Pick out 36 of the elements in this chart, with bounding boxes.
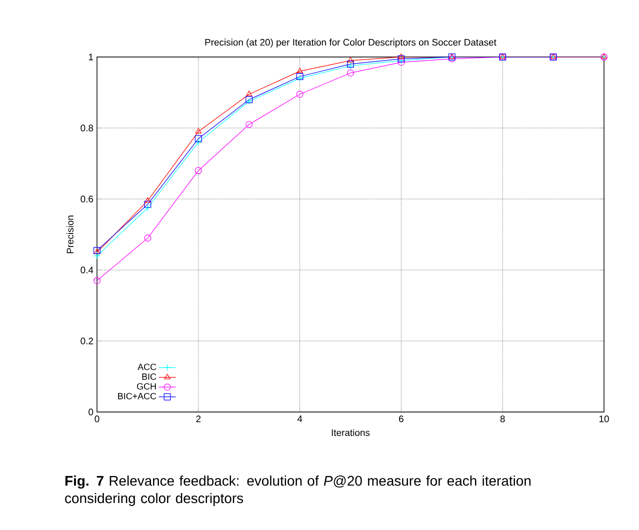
- point: [144, 197, 151, 203]
- point: [398, 54, 404, 59]
- point: [144, 200, 152, 208]
- x-tick-label: 10: [599, 416, 609, 422]
- point: [246, 90, 252, 96]
- y-tick-label: 0.4: [80, 266, 94, 274]
- y-tick-label: 0.2: [80, 338, 94, 344]
- point: [296, 90, 304, 98]
- y-tick-label: 0.6: [80, 196, 94, 202]
- point: [296, 68, 303, 74]
- point: [194, 135, 202, 142]
- text: Fig. 7 Relevance feedback: evolution of P@20 measure for each iteration considering color descriptors: [65, 476, 531, 506]
- y-tick-label: 0: [88, 408, 94, 416]
- point: [94, 277, 100, 284]
- point: [94, 252, 100, 260]
- y-tick-label: 1: [88, 54, 94, 60]
- point: [347, 69, 354, 76]
- x-axis-title: Iterations: [332, 429, 370, 436]
- legend-label: BIC+ACC: [118, 392, 156, 400]
- point: [194, 167, 202, 174]
- x-tick-label: 2: [196, 416, 201, 422]
- point: [246, 120, 253, 128]
- x-tick-label: 8: [500, 416, 505, 422]
- legend-label: ACC: [138, 364, 156, 370]
- point: [144, 234, 152, 242]
- point: [347, 57, 354, 62]
- y-tick-label: 0.8: [80, 124, 94, 132]
- legend-label: BIC: [142, 373, 156, 380]
- x-tick-label: 6: [399, 416, 404, 422]
- point: [195, 128, 202, 134]
- x-tick-label: 0: [94, 416, 100, 422]
- legend-label: GCH: [137, 383, 156, 390]
- chart-title: Precision (at 20) per Iteration for Color Descriptors on Soccer Dataset: [205, 38, 496, 48]
- x-tick-label: 4: [297, 416, 302, 422]
- point: [194, 138, 202, 146]
- y-axis-title: Precision: [66, 216, 74, 254]
